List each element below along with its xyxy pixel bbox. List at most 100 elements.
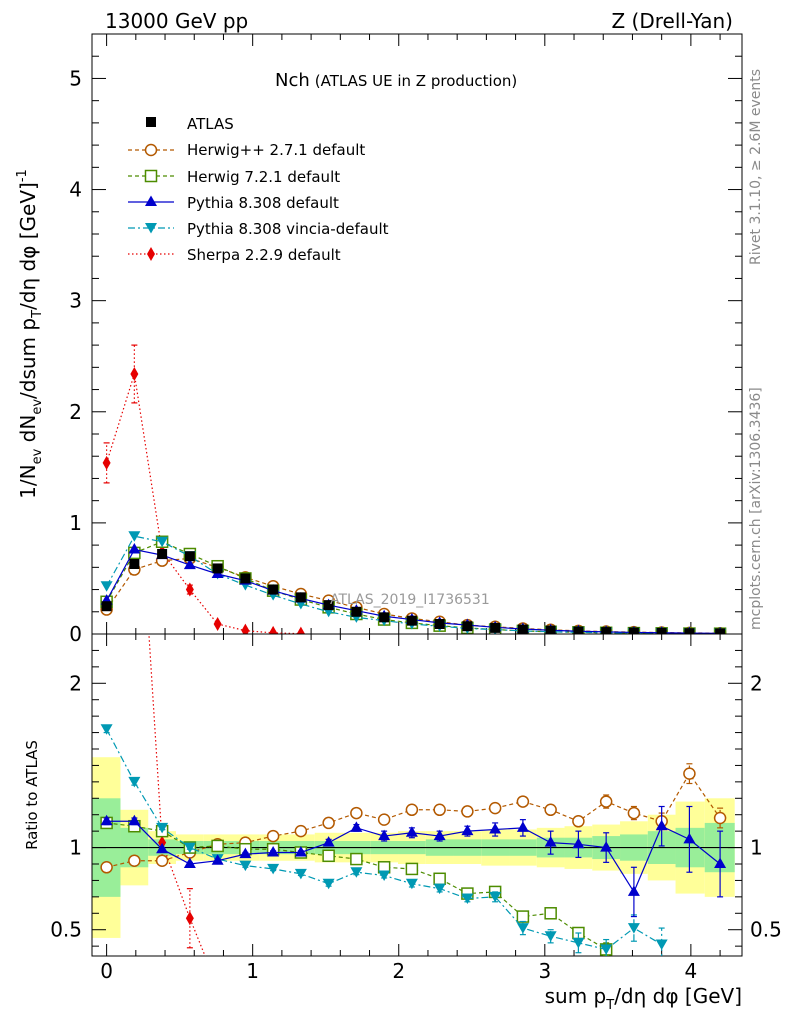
main-series-atlas <box>101 549 726 634</box>
ratio-point-pythia-8-308-default <box>489 823 502 834</box>
ratio-series-pythia-8-308-default <box>100 805 727 918</box>
legend-entry-vincia: Pythia 8.308 vincia-default <box>128 220 389 238</box>
legend-label-pythia: Pythia 8.308 default <box>187 194 339 212</box>
ratio-point-herwig-7-2-1-default <box>211 839 224 853</box>
ratio-point-herwig-2-7-1-default <box>322 816 335 830</box>
x-tick-label: 3 <box>538 959 551 983</box>
ratio-point-pythia-8-308-vincia-default <box>600 944 613 955</box>
main-point-atlas <box>434 619 445 629</box>
legend-entry-pythia: Pythia 8.308 default <box>128 194 339 212</box>
ratio-point-herwig-2-7-1-default <box>599 795 613 808</box>
ratio-point-pythia-8-308-vincia-default <box>433 883 446 895</box>
main-point-atlas <box>129 559 140 569</box>
ratio-point-herwig-2-7-1-default <box>128 854 141 867</box>
main-point-atlas <box>323 600 334 611</box>
main-point-pythia-8-308-vincia-default <box>100 581 113 592</box>
main-point-sherpa-2-2-9-default <box>130 367 139 381</box>
main-point-atlas <box>157 549 168 559</box>
main-point-atlas <box>573 626 584 634</box>
ratio-point-herwig-7-2-1-default <box>322 849 335 863</box>
legend: ATLAS Herwig++ 2.7.1 default Herwig 7.2.… <box>128 115 389 264</box>
ratio-point-pythia-8-308-default <box>714 857 727 868</box>
ratio-point-pythia-8-308-vincia-default <box>239 860 252 872</box>
ratio-y-tick-label-right: 2 <box>750 671 763 695</box>
ratio-point-pythia-8-308-vincia-default <box>156 822 169 834</box>
plot-title: Nch (ATLAS UE in Z production) <box>275 70 517 91</box>
ratio-point-pythia-8-308-vincia-default <box>544 931 557 942</box>
ratio-point-pythia-8-308-default <box>100 814 113 826</box>
main-point-atlas <box>268 584 279 595</box>
ratio-point-pythia-8-308-vincia-default <box>294 868 307 880</box>
header-right: Z (Drell-Yan) <box>611 9 733 33</box>
plot-title-sub: (ATLAS UE in Z production) <box>315 72 517 90</box>
ratio-point-pythia-8-308-vincia-default <box>100 724 113 735</box>
ratio-y-tick-label-right: 1 <box>750 836 763 860</box>
main-point-atlas <box>601 627 612 634</box>
ratio-point-pythia-8-308-vincia-default <box>516 923 529 934</box>
plot-title-main: Nch <box>275 70 310 91</box>
main-point-atlas <box>656 627 667 634</box>
main-y-tick-label: 5 <box>69 66 82 90</box>
ratio-y-tick-label: 2 <box>69 671 82 695</box>
ratio-point-pythia-8-308-vincia-default <box>378 870 391 881</box>
main-point-atlas <box>406 615 417 626</box>
ratio-point-pythia-8-308-default <box>378 829 391 841</box>
ratio-point-herwig-2-7-1-default <box>544 803 557 817</box>
main-point-pythia-8-308-default <box>128 543 141 554</box>
ratio-point-pythia-8-308-default <box>516 821 529 832</box>
main-point-atlas <box>517 624 528 634</box>
legend-label-vincia: Pythia 8.308 vincia-default <box>187 220 389 238</box>
ratio-point-herwig-2-7-1-default <box>461 805 474 818</box>
ratio-point-pythia-8-308-default <box>544 836 557 847</box>
main-series-group <box>100 344 727 634</box>
ratio-point-pythia-8-308-vincia-default <box>627 923 640 934</box>
main-point-atlas <box>490 622 501 633</box>
legend-marker-sherpa <box>147 247 155 261</box>
ratio-y-tick-label: 1 <box>69 836 82 860</box>
ratio-point-herwig-2-7-1-default <box>155 854 169 867</box>
legend-entry-herwig7: Herwig 7.2.1 default <box>128 168 340 186</box>
legend-marker-atlas <box>146 117 156 127</box>
legend-label-atlas: ATLAS <box>187 115 234 133</box>
ratio-point-herwig-7-2-1-default <box>516 910 530 923</box>
ratio-point-pythia-8-308-default <box>627 885 640 896</box>
ratio-point-pythia-8-308-default <box>350 821 363 832</box>
ratio-y-tick-label: 0.5 <box>50 918 82 942</box>
ratio-point-sherpa-2-2-9-default <box>214 980 222 994</box>
legend-entry-atlas: ATLAS <box>146 115 234 133</box>
ratio-axis-ticks <box>92 634 742 956</box>
ratio-point-herwig-2-7-1-default <box>405 803 419 817</box>
ratio-point-herwig-7-2-1-default <box>405 862 419 876</box>
ratio-point-pythia-8-308-default <box>239 847 252 859</box>
ratio-point-herwig-2-7-1-default <box>294 824 308 838</box>
legend-entry-sherpa: Sherpa 2.2.9 default <box>128 246 341 264</box>
ratio-point-pythia-8-308-default <box>128 814 141 826</box>
legend-marker-herwig7 <box>144 169 158 183</box>
ratio-point-pythia-8-308-default <box>433 829 446 841</box>
ratio-point-pythia-8-308-vincia-default <box>489 891 502 903</box>
ratio-point-pythia-8-308-default <box>405 826 418 837</box>
legend-marker-pythia <box>145 195 157 206</box>
ratio-point-pythia-8-308-vincia-default <box>183 842 196 854</box>
main-point-sherpa-2-2-9-default <box>102 455 111 470</box>
ratio-y-tick-label-right: 0.5 <box>750 918 782 942</box>
ratio-point-pythia-8-308-default <box>183 857 196 868</box>
ratio-series-pythia-8-308-vincia-default <box>100 724 668 956</box>
legend-label-herwigpp: Herwig++ 2.7.1 default <box>187 141 365 159</box>
main-y-tick-label: 3 <box>69 289 82 313</box>
mcplots-label: mcplots.cern.ch [arXiv:1306.3436] <box>748 387 764 630</box>
main-point-atlas <box>545 625 556 634</box>
main-y-tick-label: 4 <box>69 178 82 202</box>
x-tick-label: 1 <box>246 959 259 983</box>
main-point-atlas <box>628 627 639 634</box>
main-point-atlas <box>684 628 695 634</box>
main-y-tick-label: 1 <box>69 511 82 535</box>
ratio-point-herwig-2-7-1-default <box>683 767 696 780</box>
ratio-point-pythia-8-308-default <box>156 842 169 854</box>
ratio-point-sherpa-2-2-9-default <box>241 995 249 1009</box>
ratio-point-sherpa-2-2-9-default <box>158 835 167 850</box>
ratio-point-pythia-8-308-vincia-default <box>461 893 474 904</box>
x-tick-label: 4 <box>685 959 698 983</box>
main-point-atlas <box>212 563 223 574</box>
ratio-point-pythia-8-308-default <box>572 837 585 849</box>
